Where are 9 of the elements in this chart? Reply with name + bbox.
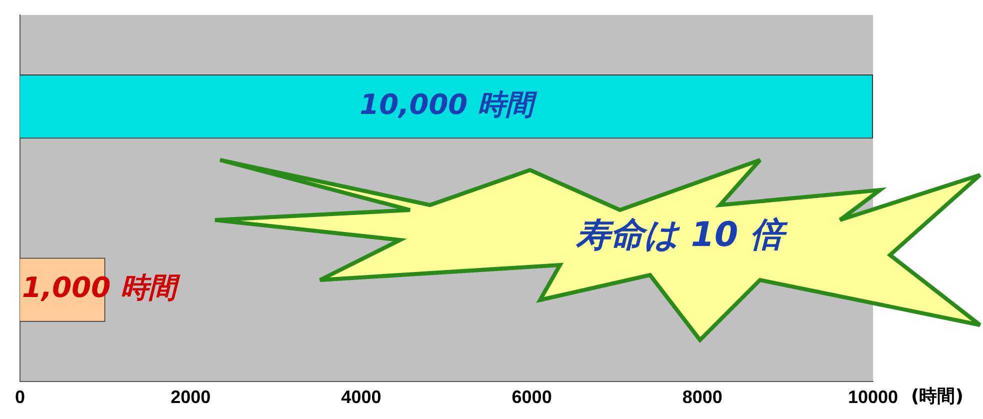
x-tick-label: 2000 [170,387,211,408]
x-tick-label: 8000 [682,387,722,408]
x-tick-label: 0 [14,387,26,408]
data-label: 10,000 時間 [360,88,538,121]
x-tick-label: 6000 [512,387,552,408]
x-tick-label: 10000 [848,387,898,408]
x-axis-title: (時間) [911,386,964,408]
x-tick-label: 4000 [341,387,382,408]
annotation: 寿命は 10 倍 [574,214,789,257]
